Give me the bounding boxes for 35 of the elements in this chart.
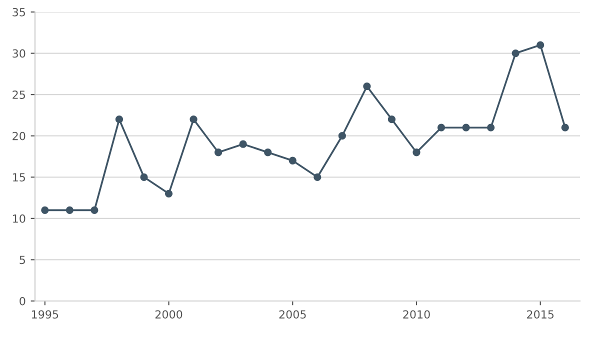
point xyxy=(288,156,296,164)
point xyxy=(437,124,446,132)
point xyxy=(388,116,396,124)
point xyxy=(164,190,173,198)
y-tick-label: 30 xyxy=(12,49,26,58)
point xyxy=(115,116,124,124)
x-tick-label: 2000 xyxy=(155,310,182,319)
point xyxy=(264,148,272,156)
point xyxy=(487,124,495,132)
point xyxy=(41,206,49,214)
point xyxy=(190,116,198,124)
x-tick-label: 2005 xyxy=(279,310,306,319)
point xyxy=(239,140,247,148)
point xyxy=(512,49,520,58)
point xyxy=(338,132,346,140)
y-tick-label: 35 xyxy=(12,8,25,16)
y-tick-label: 20 xyxy=(12,132,26,140)
point xyxy=(314,173,322,181)
point xyxy=(66,206,74,214)
point xyxy=(363,82,371,90)
point xyxy=(561,124,569,132)
point xyxy=(462,124,470,132)
y-tick-label: 5 xyxy=(20,256,25,264)
y-tick-label: 0 xyxy=(20,296,26,306)
point xyxy=(536,41,544,49)
point xyxy=(412,148,420,156)
y-tick-label: 10 xyxy=(13,214,26,223)
point xyxy=(140,173,148,181)
point xyxy=(214,148,222,156)
point xyxy=(90,206,98,214)
x-tick-label: 1995 xyxy=(32,310,58,319)
y-tick-label: 15 xyxy=(13,173,25,182)
x-tick-label: 2010 xyxy=(403,310,430,319)
y-tick-label: 25 xyxy=(12,90,25,99)
x-tick-label: 2015 xyxy=(527,310,554,319)
